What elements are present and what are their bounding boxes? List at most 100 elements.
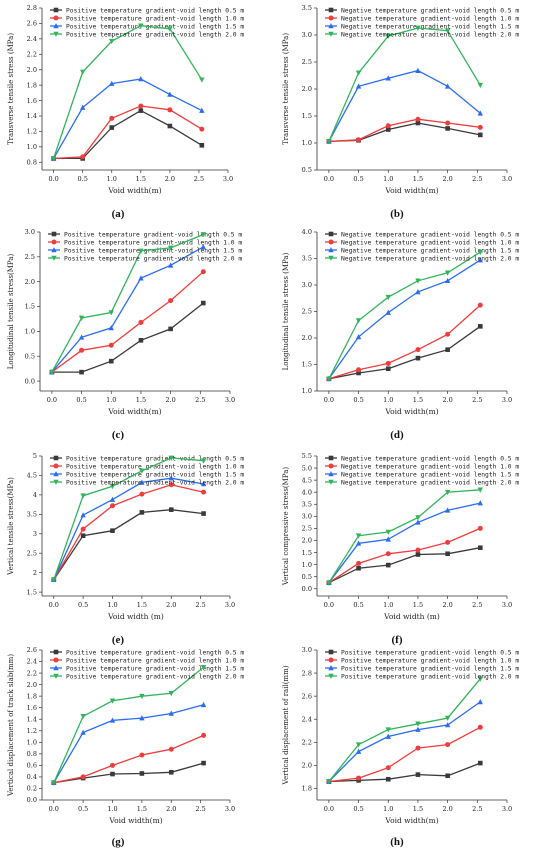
legend-label: Positive temperature gradient-void lengt… bbox=[66, 471, 244, 478]
data-point bbox=[477, 760, 483, 766]
legend-swatch-marker bbox=[328, 239, 334, 245]
x-tick-label: 1.0 bbox=[383, 396, 393, 404]
panel-label: (h) bbox=[390, 836, 404, 848]
data-point bbox=[385, 127, 391, 132]
legend-swatch-marker bbox=[51, 239, 57, 245]
panel-label: (e) bbox=[111, 634, 125, 646]
data-point bbox=[200, 481, 207, 487]
series-blue: Negative temperature gradient-void lengt… bbox=[325, 471, 519, 586]
legend-label: Negative temperature gradient-void lengt… bbox=[341, 7, 519, 14]
y-tick-label: 2.0 bbox=[302, 762, 312, 770]
data-point bbox=[326, 376, 332, 382]
y-tick-label: 0.0 bbox=[302, 585, 312, 593]
panel-label: (b) bbox=[390, 208, 404, 220]
y-axis-label: Vertical compressive stress(MPa) bbox=[282, 467, 290, 587]
data-point bbox=[168, 475, 174, 481]
data-point bbox=[108, 342, 114, 348]
x-tick-label: 2.0 bbox=[442, 601, 452, 609]
series-line bbox=[328, 701, 481, 782]
y-tick-label: 1.5 bbox=[25, 303, 35, 311]
data-point bbox=[139, 771, 145, 776]
legend-swatch-marker bbox=[53, 23, 59, 29]
series-line bbox=[53, 734, 204, 784]
legend-swatch-marker bbox=[53, 479, 59, 485]
y-tick-label: 2.4 bbox=[27, 658, 37, 666]
y-axis-label: Vertical displacement of track slab(mm) bbox=[7, 654, 15, 797]
data-point bbox=[385, 765, 391, 771]
data-point bbox=[51, 577, 57, 583]
x-tick-label: 0.0 bbox=[324, 805, 334, 813]
x-tick-label: 0.0 bbox=[324, 175, 334, 183]
data-point bbox=[415, 288, 421, 295]
data-point bbox=[139, 468, 145, 474]
legend-label: Positive temperature gradient-void lengt… bbox=[66, 649, 244, 656]
y-tick-label: 3.0 bbox=[302, 646, 312, 654]
legend-label: Positive temperature gradient-void lengt… bbox=[66, 463, 244, 470]
y-tick-label: 4.0 bbox=[302, 488, 312, 496]
series-green: Negative temperature gradient-void lengt… bbox=[325, 25, 519, 145]
data-point bbox=[445, 551, 450, 557]
x-tick-label: 1.0 bbox=[383, 601, 393, 609]
y-tick-label: 3.5 bbox=[302, 255, 312, 263]
legend-label: Negative temperature gradient-void lengt… bbox=[341, 255, 519, 262]
series-line bbox=[53, 457, 204, 580]
data-point bbox=[477, 699, 483, 705]
x-tick-label: 2.5 bbox=[472, 601, 482, 609]
y-tick-label: 2.4 bbox=[302, 715, 312, 723]
data-point bbox=[167, 262, 174, 268]
legend-swatch-marker bbox=[328, 231, 334, 237]
y-tick-label: 5 bbox=[33, 452, 37, 460]
legend-swatch-marker bbox=[53, 471, 59, 477]
data-point bbox=[49, 369, 55, 376]
series-red: Negative temperature gradient-void lengt… bbox=[325, 463, 519, 586]
data-point bbox=[139, 715, 145, 721]
y-tick-label: 2.2 bbox=[27, 669, 37, 677]
data-point bbox=[80, 774, 86, 780]
y-tick-label: 0.5 bbox=[302, 166, 312, 174]
series-blue: Negative temperature gradient-void lengt… bbox=[325, 23, 519, 144]
chart-svg: 0.0 0.5 1.0 1.5 2.0 2.5 3.0 0.8 1.0 1.2 1.4 1.6 1.8 2… bbox=[7, 4, 244, 195]
legend-label: Positive temperature gradient-void lengt… bbox=[66, 455, 244, 462]
data-point bbox=[477, 545, 483, 551]
y-tick-label: 2.0 bbox=[27, 681, 37, 689]
data-point bbox=[200, 244, 206, 250]
chart-panel-d: 0.0 0.5 1.0 1.5 2.0 2.5 3.0 1.0 1.5 2.0 2.5 3.0 3.5 4… bbox=[275, 224, 550, 441]
data-point bbox=[356, 367, 362, 373]
data-point bbox=[138, 23, 144, 29]
data-point bbox=[108, 358, 114, 364]
data-point bbox=[415, 25, 421, 31]
data-point bbox=[385, 366, 391, 372]
y-axis-label: Longitudinal tensile stress (MPa) bbox=[282, 252, 290, 370]
data-point bbox=[477, 82, 483, 89]
legend-label: Negative temperature gradient-void lengt… bbox=[341, 15, 519, 22]
series-line bbox=[53, 704, 204, 784]
data-point bbox=[477, 249, 483, 256]
data-point bbox=[385, 309, 391, 315]
legend-label: Positive temperature gradient-void lengt… bbox=[66, 15, 244, 22]
y-tick-label: 2.5 bbox=[302, 308, 312, 316]
x-tick-label: 2.5 bbox=[195, 805, 205, 813]
x-tick-label: 1.0 bbox=[107, 805, 117, 813]
series-line bbox=[51, 302, 204, 373]
data-point bbox=[168, 746, 174, 752]
data-point bbox=[78, 315, 85, 321]
legend-swatch-marker bbox=[328, 657, 334, 663]
series-green: Negative temperature gradient-void lengt… bbox=[325, 479, 519, 586]
x-tick-label: 0.5 bbox=[353, 396, 363, 404]
y-tick-label: 2.6 bbox=[302, 692, 312, 700]
legend-label: Positive temperature gradient-void lengt… bbox=[341, 665, 519, 672]
x-axis-label: Void width(m) bbox=[108, 816, 162, 825]
data-point bbox=[110, 771, 115, 777]
y-tick-label: 2.0 bbox=[25, 278, 35, 286]
series-line bbox=[51, 271, 204, 373]
y-tick-label: 1.8 bbox=[27, 692, 37, 700]
data-point bbox=[355, 334, 362, 340]
data-point bbox=[477, 257, 483, 263]
legend-swatch-marker bbox=[53, 673, 59, 679]
data-point bbox=[477, 500, 483, 506]
data-point bbox=[167, 123, 173, 129]
data-point bbox=[355, 70, 362, 76]
series-line bbox=[53, 105, 203, 160]
series-line bbox=[328, 762, 481, 783]
legend-swatch-marker bbox=[328, 471, 334, 477]
